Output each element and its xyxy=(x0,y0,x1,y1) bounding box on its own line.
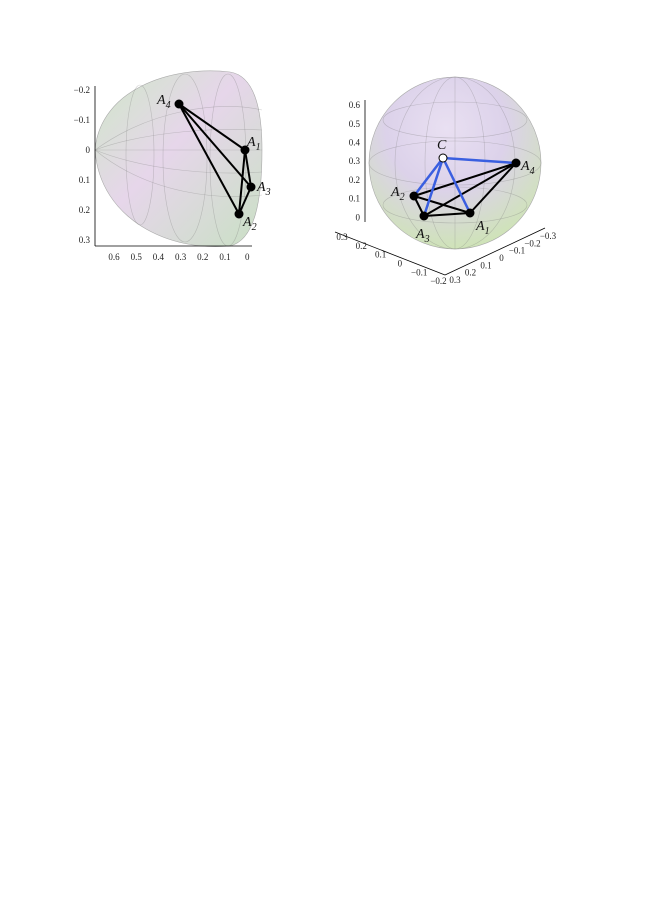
tick-label: −0.2 xyxy=(524,238,540,248)
tick-label: −0.2 xyxy=(430,276,446,286)
point-label: A2 xyxy=(390,185,405,203)
tick-label: 0.2 xyxy=(197,252,208,262)
point-letter: A xyxy=(415,227,425,242)
point-label: A4 xyxy=(520,159,535,177)
tick-label: 0.2 xyxy=(356,241,367,251)
vertex xyxy=(234,209,244,219)
vertex xyxy=(174,99,184,109)
point-label: A4 xyxy=(156,93,171,111)
tick-label: 0.6 xyxy=(349,100,361,110)
axis-line xyxy=(334,231,446,276)
point-subscript: 1 xyxy=(256,142,261,153)
tick-label: 0 xyxy=(245,252,250,262)
figure-left xyxy=(94,70,263,247)
tick-label: 0.4 xyxy=(153,252,165,262)
tick-label: 0 xyxy=(499,253,504,263)
point-letter: A xyxy=(256,180,266,195)
ellipsoid-surface xyxy=(94,70,263,247)
point-letter: A xyxy=(242,215,252,230)
tick-label: 0.1 xyxy=(375,250,386,260)
point-letter: A xyxy=(390,185,400,200)
point-label: A3 xyxy=(256,180,271,198)
vertex xyxy=(438,153,448,163)
vertex xyxy=(419,211,429,221)
tick-label: −0.2 xyxy=(74,85,90,95)
tick-label: 0.5 xyxy=(349,119,361,129)
tick-label: −0.1 xyxy=(74,115,90,125)
tick-label: 0.6 xyxy=(108,252,120,262)
tick-label: 0.5 xyxy=(131,252,143,262)
point-subscript: 4 xyxy=(166,100,171,111)
point-label: A2 xyxy=(242,215,257,233)
tick-label: 0.1 xyxy=(219,252,230,262)
point-subscript: 2 xyxy=(252,222,257,233)
point-subscript: 1 xyxy=(485,226,490,237)
point-subscript: 2 xyxy=(400,192,405,203)
tick-label: 0.3 xyxy=(79,235,91,245)
point-label: A3 xyxy=(415,227,430,245)
tick-label: 0.1 xyxy=(79,175,90,185)
mesh xyxy=(368,76,542,250)
axis-line xyxy=(444,227,546,276)
tick-label: 0 xyxy=(356,212,361,222)
tick-label: 0.3 xyxy=(449,275,461,285)
point-label: C xyxy=(437,138,447,153)
tick-label: 0.2 xyxy=(465,268,476,278)
point-subscript: 4 xyxy=(530,166,535,177)
point-label: A1 xyxy=(246,135,261,153)
point-letter: A xyxy=(156,93,166,108)
point-label: A1 xyxy=(475,219,490,237)
tick-label: 0.2 xyxy=(349,175,360,185)
tick-label: 0 xyxy=(86,145,91,155)
sphere-surface xyxy=(368,76,542,250)
vertex xyxy=(511,158,521,168)
tick-label: −0.3 xyxy=(540,231,557,241)
center-edges xyxy=(413,156,517,217)
vertex xyxy=(465,208,475,218)
vertex xyxy=(240,145,250,155)
vertex xyxy=(409,191,419,201)
figure-right xyxy=(334,76,546,276)
point-letter: A xyxy=(475,219,485,234)
tick-label: 0.4 xyxy=(349,137,361,147)
point-subscript: 3 xyxy=(265,187,271,198)
tick-label: 0.3 xyxy=(349,156,361,166)
tick-label: 0.2 xyxy=(79,205,90,215)
tick-label: 0.3 xyxy=(336,232,348,242)
tick-label: 0.1 xyxy=(480,260,491,270)
tick-label: 0.1 xyxy=(349,194,360,204)
point-subscript: 3 xyxy=(424,234,430,245)
tick-label: 0.3 xyxy=(175,252,187,262)
vertex xyxy=(246,182,256,192)
tick-label: −0.1 xyxy=(411,267,427,277)
tick-label: −0.1 xyxy=(509,246,525,256)
tick-label: 0 xyxy=(398,258,403,268)
point-letter: A xyxy=(520,159,530,174)
edges xyxy=(178,103,252,215)
point-letter: A xyxy=(246,135,256,150)
point-letter: C xyxy=(437,138,447,153)
